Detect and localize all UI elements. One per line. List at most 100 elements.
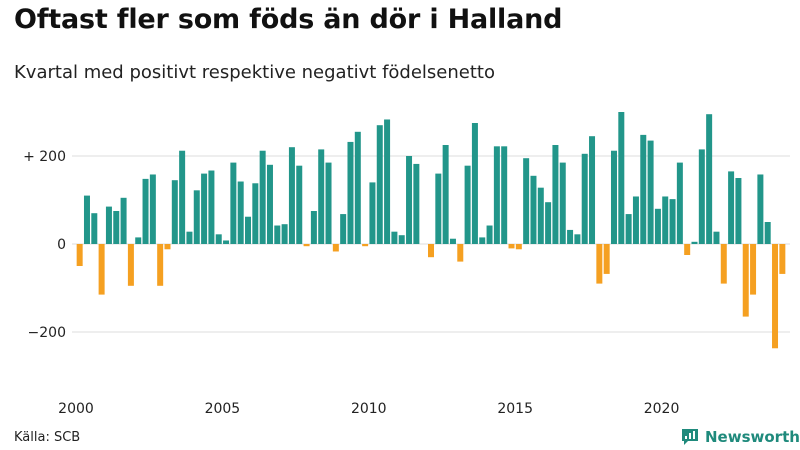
bar <box>215 234 222 244</box>
bar <box>193 190 200 244</box>
bar <box>654 208 661 244</box>
bar <box>574 234 581 244</box>
source-note: Källa: SCB <box>14 430 81 445</box>
bar <box>479 237 486 244</box>
bar <box>581 153 588 244</box>
bar <box>640 134 647 244</box>
bar <box>347 141 354 244</box>
bar <box>76 244 83 266</box>
bar <box>186 231 193 244</box>
bar <box>105 206 112 244</box>
bar <box>413 163 420 244</box>
bar <box>713 231 720 244</box>
bar <box>691 241 698 244</box>
x-tick-label: 2015 <box>497 401 533 417</box>
bar <box>530 175 537 244</box>
bar <box>567 229 574 244</box>
bar <box>669 199 676 244</box>
bar <box>428 244 434 258</box>
bar <box>647 140 654 244</box>
x-tick-label: 2010 <box>351 401 387 417</box>
bar <box>464 165 471 244</box>
bar <box>157 244 164 286</box>
y-tick-label: + 200 <box>23 149 66 165</box>
x-tick-label: 2000 <box>58 401 94 417</box>
bar <box>266 164 273 244</box>
bar <box>325 162 332 244</box>
bar <box>354 131 361 244</box>
bar <box>735 178 742 244</box>
bar <box>83 195 90 244</box>
bar <box>457 244 464 262</box>
bar <box>179 150 186 244</box>
bar <box>515 244 522 250</box>
bar <box>698 149 705 244</box>
bar <box>223 240 230 244</box>
bar <box>362 244 369 247</box>
bar <box>149 174 156 244</box>
bar <box>164 244 171 250</box>
bar <box>501 146 508 244</box>
bar <box>632 196 639 244</box>
bar <box>296 165 303 244</box>
bar <box>398 235 405 244</box>
bar <box>728 171 735 244</box>
x-tick-label: 2020 <box>644 401 680 417</box>
bar <box>471 123 478 244</box>
bar <box>245 216 252 244</box>
bar <box>589 136 596 244</box>
bar <box>318 149 325 244</box>
bar <box>288 147 295 244</box>
y-tick-label: 0 <box>57 237 66 253</box>
bar <box>750 244 757 295</box>
bar <box>537 187 544 244</box>
bar <box>259 150 266 244</box>
bar <box>332 244 339 252</box>
bar <box>230 162 237 244</box>
bar <box>98 244 105 295</box>
bar <box>237 181 244 244</box>
chart-title: Oftast fler som föds än dör i Halland <box>14 4 563 35</box>
bar <box>779 244 786 274</box>
bar <box>274 225 281 244</box>
bar <box>208 170 215 244</box>
bar <box>486 225 493 244</box>
bar <box>618 112 625 244</box>
bar <box>376 125 383 244</box>
brand-name: Newsworthy <box>705 428 800 446</box>
bar <box>449 238 456 244</box>
bar <box>252 183 259 244</box>
bar <box>391 231 398 244</box>
bar <box>603 244 610 274</box>
bar <box>127 244 134 286</box>
bar <box>610 150 617 244</box>
bar <box>201 173 208 244</box>
bar <box>559 162 566 244</box>
bar <box>442 145 449 244</box>
chart-subtitle: Kvartal med positivt respektive negativt… <box>14 62 495 83</box>
bar <box>684 244 691 255</box>
bar <box>310 211 317 244</box>
bar <box>508 244 515 249</box>
x-tick-label: 2005 <box>205 401 241 417</box>
y-tick-label: −200 <box>28 325 66 341</box>
bar <box>493 146 500 244</box>
bar <box>91 213 98 244</box>
bar <box>552 145 559 244</box>
bar <box>406 156 413 244</box>
bar <box>757 174 764 244</box>
bar <box>384 119 391 244</box>
bar <box>720 244 727 284</box>
bar <box>662 196 669 244</box>
brand-logo: Newsworthy <box>680 427 800 447</box>
bar <box>742 244 749 317</box>
bar <box>120 197 127 244</box>
bar <box>545 202 552 244</box>
newsworthy-chart-icon <box>682 429 698 445</box>
bar <box>764 222 771 244</box>
bar <box>706 114 713 244</box>
bar <box>303 244 310 247</box>
bar <box>171 180 178 244</box>
bar <box>340 214 347 244</box>
